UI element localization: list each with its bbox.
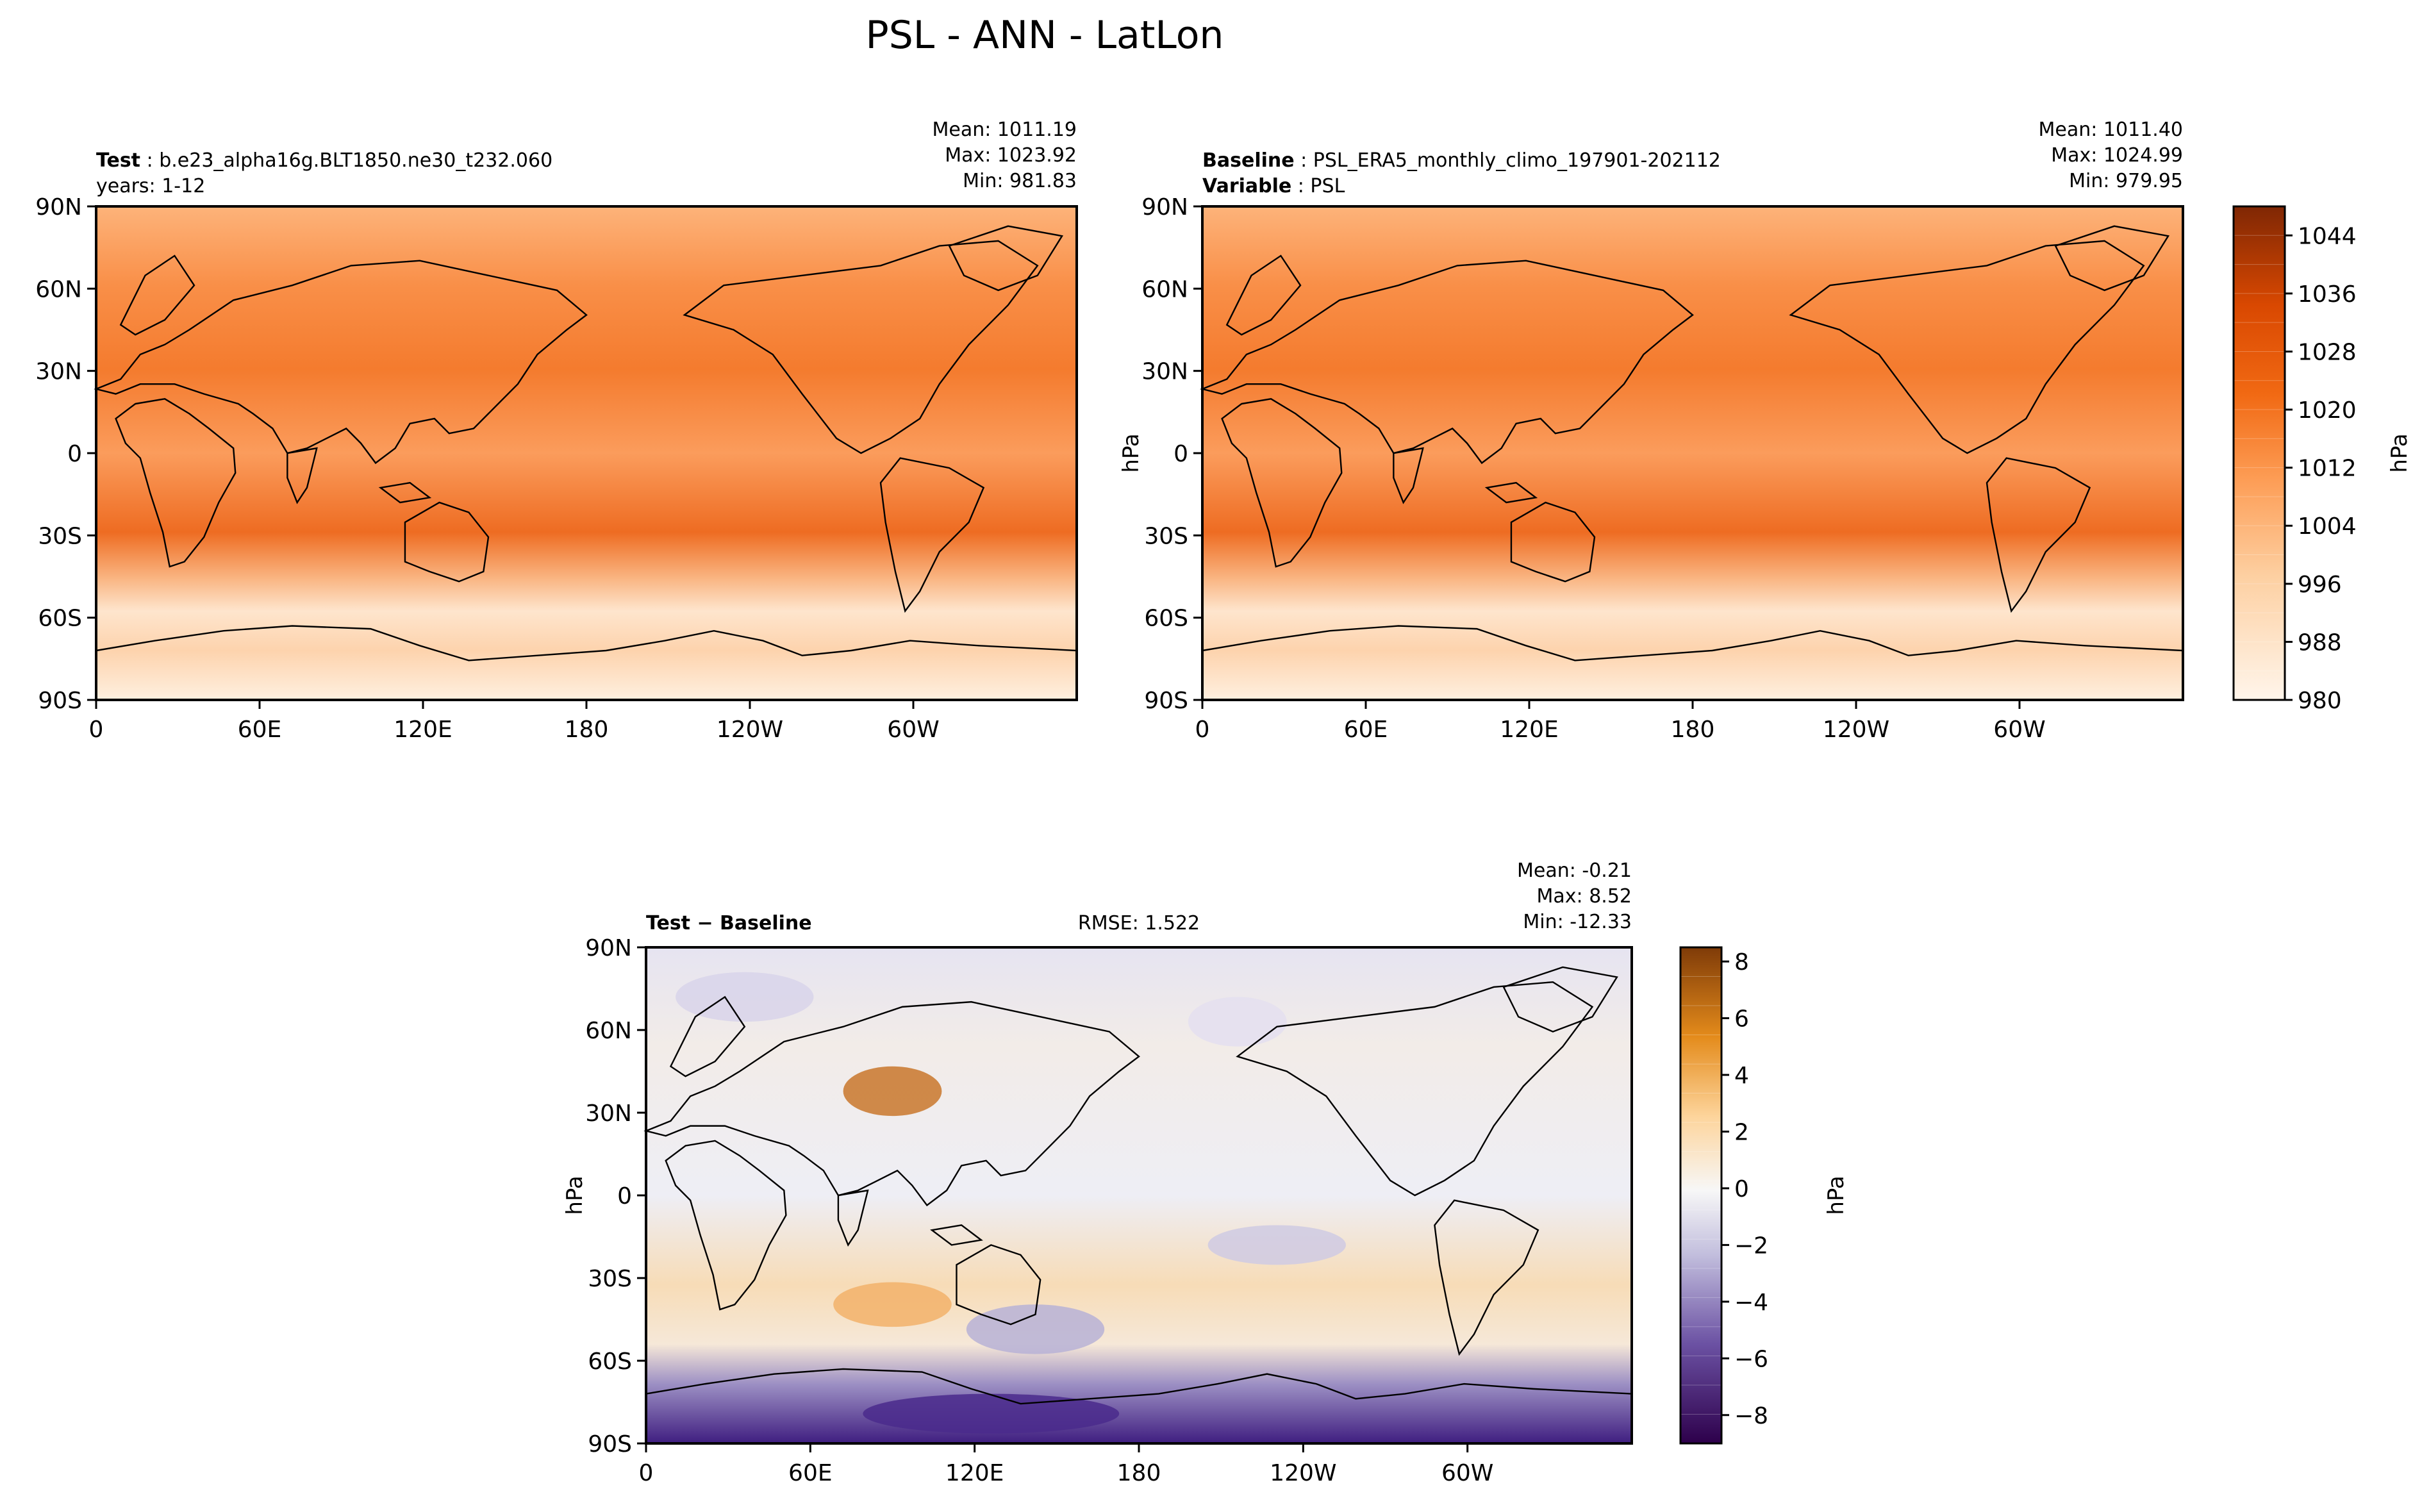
stat-line: Max: 1024.99	[2051, 144, 2183, 167]
y-tick-label: 90N	[585, 935, 632, 961]
y-tick-label: 60N	[1141, 276, 1188, 303]
x-tick-label: 120W	[1270, 1460, 1336, 1486]
y-tick-label: 0	[67, 441, 82, 467]
colorbar-baseline: 1044 1036 1028 1020 1012 1004 996 988 980 hPa	[2232, 205, 2412, 714]
stat-line: Min: 979.95	[2069, 170, 2183, 192]
stat-line: Max: 8.52	[1537, 885, 1632, 908]
colorbar-fill	[1680, 947, 1721, 1443]
x-tick-label: 60E	[238, 717, 282, 743]
y-tick-label: 90S	[588, 1431, 632, 1458]
negative-anomaly-arctic	[676, 972, 814, 1022]
x-tick-label: 0	[1195, 717, 1210, 743]
x-tick-label: 60E	[1344, 717, 1388, 743]
y-tick-label: 90S	[38, 688, 82, 714]
x-tick-label: 120E	[945, 1460, 1004, 1486]
colorbar-tick-label: −8	[1734, 1403, 1768, 1429]
y-tick-label: 30N	[1141, 359, 1188, 385]
y-tick-label: 90N	[35, 194, 82, 220]
years-label: years: 1-12	[96, 175, 205, 197]
x-tick-label: 120E	[1500, 717, 1558, 743]
colorbar-tick-label: 1028	[2298, 339, 2357, 365]
variable-label: Variable : PSL	[1202, 175, 1345, 197]
x-tick-label: 120W	[717, 717, 783, 743]
y-tick-label: 60S	[588, 1349, 632, 1375]
field-diff	[646, 947, 1632, 1443]
y-tick-label: 90N	[1141, 194, 1188, 220]
y-tick-label: 30S	[588, 1266, 632, 1292]
negative-anomaly-north-pacific	[1188, 997, 1287, 1047]
y-axis-label: hPa	[1118, 433, 1144, 472]
colorbar-diff: 8 6 4 2 0 −2 −4 −6 −8 hPa	[1679, 946, 1849, 1445]
rmse-label: RMSE: 1.522	[1078, 912, 1200, 935]
panel-diff: 0 60E 120E 180 120W 60W 90N 60N 30N 0 30S 60S 90S hPa…	[562, 860, 1849, 1486]
colorbar-fill	[2234, 206, 2285, 700]
colorbar-tick-label: 2	[1734, 1119, 1749, 1145]
panel-baseline: 0 60E 120E 180 120W 60W 90N 60N 30N 0 30S 60S 90S hPa…	[1118, 119, 2412, 743]
x-tick-label: 0	[89, 717, 104, 743]
baseline-label: Baseline : PSL_ERA5_monthly_climo_197901…	[1202, 149, 1721, 172]
colorbar-label: hPa	[1823, 1176, 1849, 1215]
colorbar-tick-label: 6	[1734, 1006, 1749, 1033]
y-tick-label: 60N	[585, 1018, 632, 1044]
colorbar-tick-label: 4	[1734, 1063, 1749, 1089]
figure-title: PSL - ANN - LatLon	[866, 13, 1224, 58]
colorbar-tick-label: 8	[1734, 949, 1749, 976]
x-tick-label: 180	[565, 717, 609, 743]
x-tick-label: 60W	[1993, 717, 2045, 743]
y-tick-label: 60S	[1144, 606, 1188, 632]
colorbar-tick-label: −4	[1734, 1290, 1768, 1316]
x-tick-label: 60E	[788, 1460, 833, 1486]
y-tick-label: 90S	[1144, 688, 1188, 714]
field-baseline	[1202, 206, 2183, 700]
negative-anomaly-east-pacific	[1207, 1225, 1346, 1265]
stat-line: Min: 981.83	[963, 170, 1077, 192]
stat-line: Mean: -0.21	[1517, 860, 1632, 882]
y-tick-label: 60S	[38, 606, 82, 632]
x-tick-label: 120E	[394, 717, 452, 743]
colorbar-frame	[2232, 205, 2286, 701]
x-tick-label: 180	[1671, 717, 1715, 743]
positive-anomaly-south-indian	[833, 1282, 952, 1327]
colorbar-tick-label: 1020	[2298, 397, 2357, 424]
colorbar-tick-label: 996	[2298, 572, 2342, 598]
y-tick-label: 30N	[35, 359, 82, 385]
y-tick-label: 0	[1174, 441, 1188, 467]
stat-line: Mean: 1011.40	[2039, 119, 2183, 141]
x-tick-label: 120W	[1823, 717, 1889, 743]
y-tick-label: 30S	[1144, 523, 1188, 549]
colorbar-frame	[1679, 946, 1723, 1445]
field-test	[96, 206, 1077, 700]
colorbar-tick-label: 1036	[2298, 281, 2357, 308]
test-label: Test : b.e23_alpha16g.BLT1850.ne30_t232.…	[96, 149, 552, 172]
stat-line: Mean: 1011.19	[933, 119, 1077, 141]
negative-anomaly-south-pacific	[966, 1304, 1105, 1354]
panel-test: 0 60E 120E 180 120W 60W 90N 60N 30N 0 30S 60S 90S Mea…	[35, 119, 1078, 743]
y-axis-label: hPa	[562, 1176, 588, 1215]
colorbar-tick-label: −2	[1734, 1233, 1768, 1259]
colorbar-tick-label: −6	[1734, 1346, 1768, 1372]
stat-line: Max: 1023.92	[945, 144, 1077, 167]
x-tick-label: 180	[1117, 1460, 1161, 1486]
colorbar-label: hPa	[2387, 433, 2412, 472]
negative-anomaly-antarctica	[863, 1393, 1120, 1434]
diff-label: Test − Baseline	[646, 912, 812, 935]
colorbar-tick-label: 980	[2298, 688, 2342, 714]
x-tick-label: 60W	[887, 717, 939, 743]
colorbar-tick-label: 1044	[2298, 223, 2357, 249]
y-tick-label: 0	[617, 1183, 632, 1209]
y-tick-label: 30N	[585, 1101, 632, 1127]
colorbar-tick-label: 1004	[2298, 513, 2357, 540]
colorbar-tick-label: 988	[2298, 629, 2342, 656]
y-tick-label: 60N	[35, 276, 82, 303]
colorbar-tick-label: 0	[1734, 1176, 1749, 1202]
x-tick-label: 60W	[1441, 1460, 1493, 1486]
x-tick-label: 0	[639, 1460, 654, 1486]
positive-anomaly-tibet	[843, 1066, 942, 1117]
colorbar-tick-label: 1012	[2298, 456, 2357, 482]
stat-line: Min: -12.33	[1523, 911, 1632, 933]
y-tick-label: 30S	[38, 523, 82, 549]
